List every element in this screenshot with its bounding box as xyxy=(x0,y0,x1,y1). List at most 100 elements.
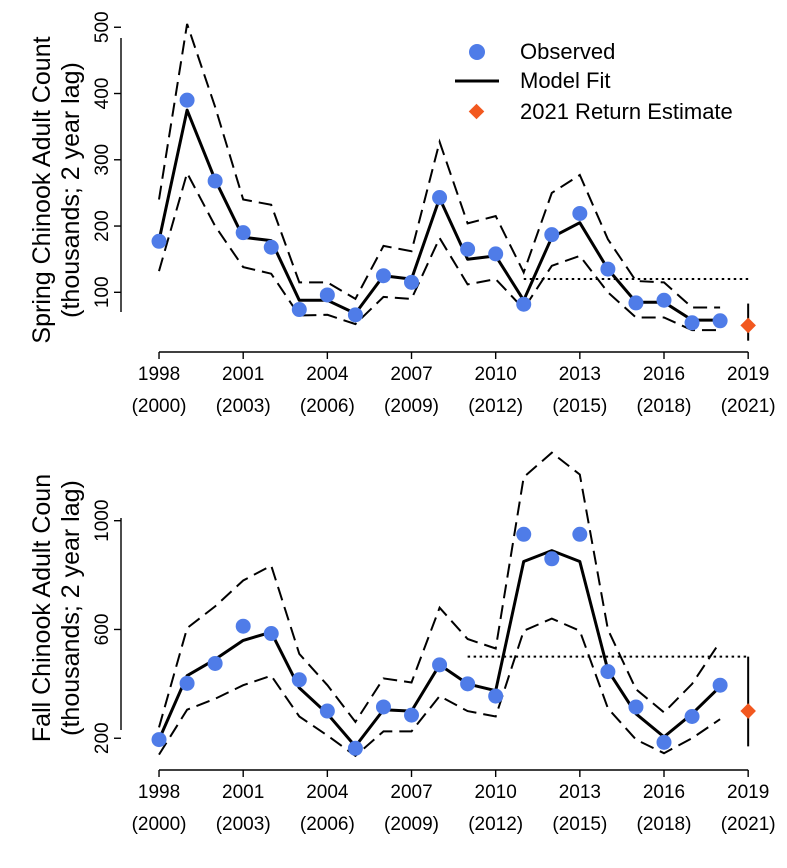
fall-observed-point xyxy=(291,672,307,688)
spring-observed-point xyxy=(179,92,195,108)
fall-x-tick-sublabel: (2018) xyxy=(637,814,692,835)
spring-observed-point xyxy=(488,246,504,262)
spring-observed-point xyxy=(600,261,616,277)
fall-ylabel-line2: (thousands; 2 year lag) xyxy=(57,480,85,736)
spring-x-tick-sublabel: (2003) xyxy=(216,396,271,417)
legend-estimate-marker xyxy=(468,103,485,120)
fall-observed-point xyxy=(347,740,363,756)
spring-upper-bound-line xyxy=(158,23,721,309)
spring-x-tick-sublabel: (2021) xyxy=(721,396,776,417)
legend-observed-label: Observed xyxy=(520,39,615,64)
fall-x-tick-sublabel: (2021) xyxy=(721,814,776,835)
fall-observed-point xyxy=(263,626,279,642)
fall-x-tick-label: 2019 xyxy=(727,782,769,803)
spring-x-tick-sublabel: (2000) xyxy=(132,396,187,417)
fall-x-tick-sublabel: (2003) xyxy=(216,814,271,835)
spring-observed-point xyxy=(516,296,532,312)
spring-x-tick-label: 2016 xyxy=(643,364,685,385)
spring-x-tick-sublabel: (2018) xyxy=(637,396,692,417)
spring-x-tick-label: 2007 xyxy=(390,364,432,385)
fall-y-tick-label: 1000 xyxy=(92,500,113,542)
fall-y-tick-label: 200 xyxy=(92,722,113,754)
fall-observed-point xyxy=(432,657,448,673)
legend: Observed Model Fit 2021 Return Estimate xyxy=(455,39,733,124)
spring-x-tick-label: 2019 xyxy=(727,364,769,385)
fall-x-tick-label: 2001 xyxy=(222,782,264,803)
fall-observed-point xyxy=(516,526,532,542)
fall-x-tick-label: 2010 xyxy=(475,782,517,803)
fall-y-tick-label: 600 xyxy=(92,614,113,646)
spring-observed-point xyxy=(263,239,279,255)
spring-observed-point xyxy=(432,190,448,206)
spring-observed-point xyxy=(628,295,644,311)
legend-estimate-label: 2021 Return Estimate xyxy=(520,99,733,124)
fall-chart: Fall Chinook Adult Coun (thousands; 2 ye… xyxy=(28,450,776,835)
fall-observed-point xyxy=(319,703,335,719)
spring-observed-point xyxy=(712,313,728,329)
spring-observed-point xyxy=(404,274,420,290)
spring-x-tick-label: 2001 xyxy=(222,364,264,385)
fall-x-tick-label: 1998 xyxy=(138,782,180,803)
spring-x-tick-sublabel: (2006) xyxy=(300,396,355,417)
spring-observed-point xyxy=(319,287,335,303)
spring-observed-point xyxy=(347,307,363,323)
spring-observed-point xyxy=(207,173,223,189)
fall-estimate-point xyxy=(740,703,756,719)
fall-observed-point xyxy=(712,677,728,693)
fall-observed-point xyxy=(572,526,588,542)
legend-observed-marker xyxy=(469,44,485,60)
spring-y-tick-label: 200 xyxy=(92,210,113,242)
fall-observed-point xyxy=(656,734,672,750)
fall-y-axis-label: Fall Chinook Adult Coun (thousands; 2 ye… xyxy=(28,474,85,742)
spring-x-tick-sublabel: (2015) xyxy=(552,396,607,417)
spring-ylabel-line2: (thousands; 2 year lag) xyxy=(57,62,85,318)
spring-y-tick-label: 400 xyxy=(92,78,113,110)
fall-x-tick-label: 2004 xyxy=(306,782,349,803)
spring-ylabel-line1: Spring Chinook Adult Count xyxy=(28,36,56,343)
fall-x-tick-label: 2007 xyxy=(390,782,432,803)
spring-chart: Spring Chinook Adult Count (thousands; 2… xyxy=(28,11,776,417)
fall-x-tick-label: 2016 xyxy=(643,782,685,803)
spring-y-tick-label: 500 xyxy=(92,11,113,43)
spring-observed-point xyxy=(684,315,700,331)
spring-observed-point xyxy=(151,233,167,249)
fall-observed-point xyxy=(684,708,700,724)
fall-plot-frame xyxy=(121,450,765,760)
fall-ylabel-line1: Fall Chinook Adult Coun xyxy=(28,474,56,742)
spring-x-tick-label: 2004 xyxy=(306,364,349,385)
legend-model-fit-label: Model Fit xyxy=(520,68,610,93)
spring-x-tick-label: 2010 xyxy=(475,364,517,385)
fall-x-tick-sublabel: (2012) xyxy=(468,814,523,835)
spring-x-tick-label: 2013 xyxy=(559,364,601,385)
fall-observed-point xyxy=(628,699,644,715)
spring-estimate-point xyxy=(740,317,756,334)
fall-x-tick-sublabel: (2000) xyxy=(132,814,187,835)
spring-x-tick-sublabel: (2012) xyxy=(468,396,523,417)
fall-observed-point xyxy=(404,707,420,723)
spring-x-tick-sublabel: (2009) xyxy=(384,396,439,417)
fall-observed-point xyxy=(151,732,167,748)
fall-upper-bound-line xyxy=(158,451,721,728)
fall-lower-bound-line xyxy=(158,617,721,758)
spring-observed-point xyxy=(656,292,672,308)
spring-lower-bound-line xyxy=(158,170,721,332)
fall-observed-point xyxy=(600,664,616,680)
fall-observed-point xyxy=(207,655,223,671)
fall-observed-point xyxy=(235,618,251,634)
fall-x-tick-sublabel: (2015) xyxy=(552,814,607,835)
spring-y-axis-label: Spring Chinook Adult Count (thousands; 2… xyxy=(28,36,85,343)
fall-x-tick-label: 2013 xyxy=(559,782,601,803)
fall-x-tick-sublabel: (2009) xyxy=(384,814,439,835)
spring-y-tick-label: 100 xyxy=(92,276,113,308)
fall-x-tick-sublabel: (2006) xyxy=(300,814,355,835)
spring-observed-point xyxy=(375,268,391,284)
spring-observed-point xyxy=(291,302,307,318)
spring-y-tick-label: 300 xyxy=(92,144,113,176)
spring-x-tick-label: 1998 xyxy=(138,364,180,385)
fall-observed-point xyxy=(179,675,195,691)
fall-observed-point xyxy=(544,551,560,567)
fall-observed-point xyxy=(488,688,504,704)
spring-observed-point xyxy=(460,241,476,257)
spring-observed-point xyxy=(235,225,251,241)
